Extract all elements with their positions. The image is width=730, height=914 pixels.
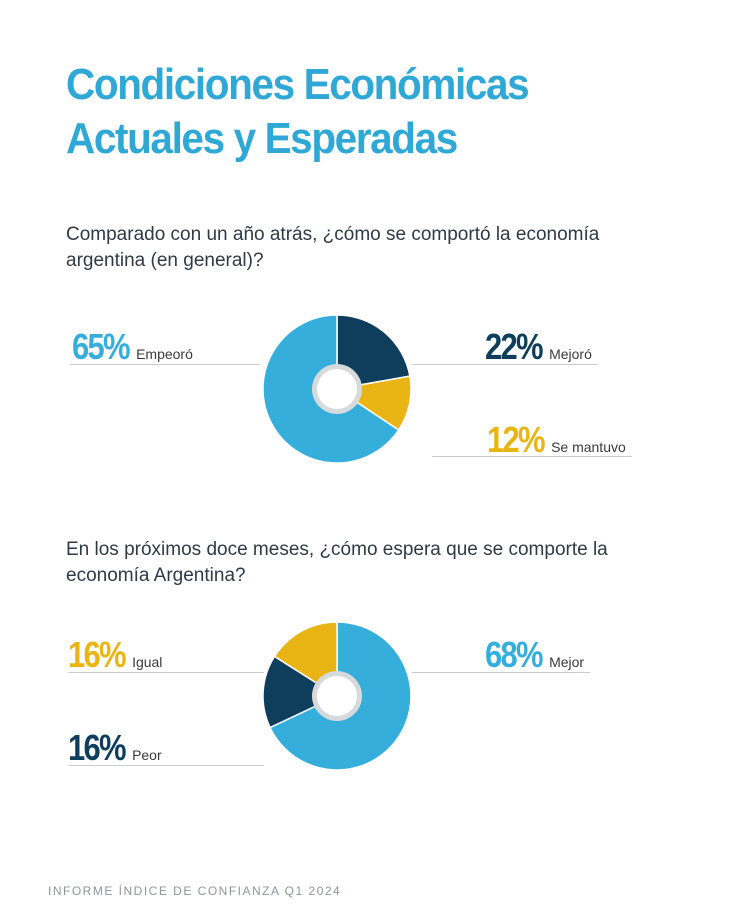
donut-slice-peor [262,655,339,729]
cat-peor: Peor [132,747,162,763]
leader-line-igual [68,672,264,673]
donut-hole [317,676,357,716]
donut-chart-expected [262,621,412,771]
title-line-1: Condiciones Económicas [66,60,530,109]
leader-line-peor [68,765,264,766]
pct-empeoro: 65% [72,326,131,367]
pct-se-mantuvo: 12% [487,419,546,460]
title-line-2: Actuales y Esperadas [66,114,458,163]
donut-slice-mejoro [336,314,411,390]
cat-igual: Igual [132,654,163,670]
donut-hole [317,369,357,409]
label-mejoro: 22% Mejoró [485,326,592,368]
leader-line-empeoro [70,364,260,365]
label-peor: 16% Peor [68,727,162,769]
pct-igual: 16% [68,634,127,675]
label-mejor: 68% Mejor [485,634,584,676]
cat-mejoro: Mejoró [549,346,592,362]
donut-chart-current [262,314,412,464]
cat-mejor: Mejor [549,654,585,670]
question-1: Comparado con un año atrás, ¿cómo se com… [66,224,600,271]
pct-mejor: 68% [485,634,544,675]
label-empeoro: 65% Empeoró [72,326,193,368]
pct-mejoro: 22% [485,326,544,367]
label-igual: 16% Igual [68,634,162,676]
leader-line-se-mantuvo [432,456,632,457]
page-title: Condiciones Económicas Actuales y Espera… [66,58,618,166]
leader-line-mejoro [412,364,598,365]
question-2: En los próximos doce meses, ¿cómo espera… [66,539,608,586]
leader-line-mejor [412,672,590,673]
label-se-mantuvo: 12% Se mantuvo [487,419,626,461]
cat-empeoro: Empeoró [136,346,193,362]
pct-peor: 16% [68,727,127,768]
footer-text: INFORME ÍNDICE DE CONFIANZA Q1 2024 [48,884,342,898]
cat-se-mantuvo: Se mantuvo [551,439,626,455]
